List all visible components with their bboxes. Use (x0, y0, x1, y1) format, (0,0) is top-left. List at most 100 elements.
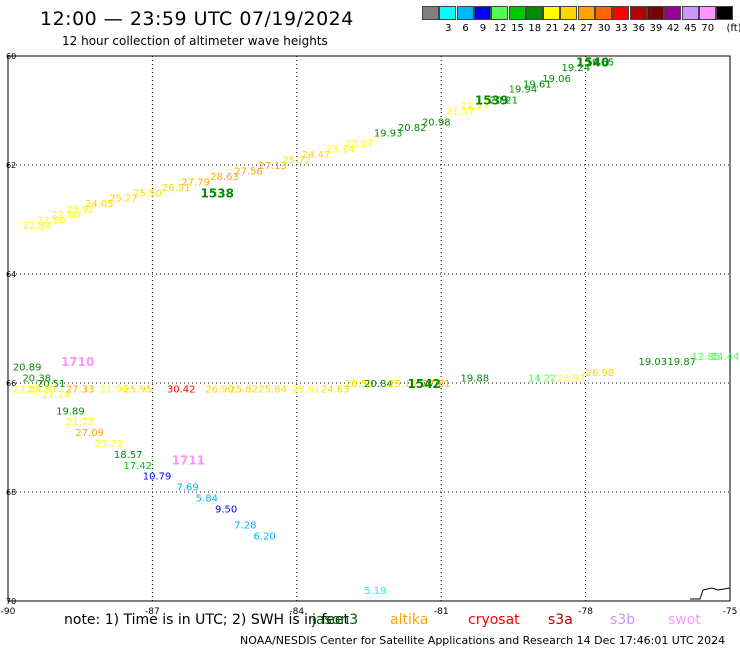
wave-height-value: 23.61 (292, 384, 321, 395)
legend-swatch (543, 6, 561, 20)
wave-height-value: 21.97 (460, 101, 489, 112)
legend-swatch (595, 6, 612, 20)
page-title: 12:00 — 23:59 UTC 07/19/2024 (40, 8, 354, 30)
map-frame (7, 55, 731, 602)
wave-height-value: 19.94 (509, 85, 538, 96)
lat-tick-label: 66 (6, 379, 16, 388)
legend-swatch (612, 6, 630, 20)
wave-height-value: 19.61 (523, 79, 552, 90)
wave-height-value: 27.13 (258, 161, 287, 172)
wave-height-value: 27.09 (75, 428, 104, 439)
wave-height-value: 21.96 (99, 384, 128, 395)
wave-height-value: 21.74 (42, 390, 71, 401)
wave-height-value: 25.50 (133, 188, 162, 199)
wave-height-value: 25.15 (388, 379, 417, 390)
lon-tick-label: -84 (289, 607, 304, 617)
legend-swatch (525, 6, 543, 20)
note-text: note: 1) Time is in UTC; 2) SWH is in fe… (64, 612, 350, 628)
wave-height-value: 23.97 (557, 374, 586, 385)
lat-tick-label: 60 (6, 52, 16, 61)
wave-height-value: 27.79 (181, 177, 210, 188)
wave-height-value: 26.98 (586, 368, 615, 379)
legend-label: 33 (614, 23, 628, 34)
wave-height-value: 24.05 (85, 199, 114, 210)
legend-label: 27 (580, 23, 594, 34)
wave-height-value: 22.84 (22, 221, 51, 232)
lon-tick-label: -81 (434, 607, 449, 617)
pass-labels: 1540 1539 1538 1710 1542 1711 (61, 55, 609, 467)
lon-tick-label: -78 (578, 607, 593, 617)
legend-label: 3 (445, 23, 452, 34)
wave-height-value: 20.51 (37, 379, 66, 390)
wave-height-value: 19.88 (460, 374, 489, 385)
wave-height-value: 25.82 (229, 384, 258, 395)
wave-height-value: 24.47 (302, 150, 331, 161)
wave-height-value: 20.21 (489, 96, 518, 107)
wave-height-value: 20.38 (22, 374, 51, 385)
legend-label: 45 (684, 23, 697, 34)
wave-height-value: 5.84 (196, 493, 218, 504)
footer-credit: NOAA/NESDIS Center for Satellite Applica… (240, 634, 726, 647)
pass-number-label: 1539 (475, 94, 508, 108)
wave-height-value: 6.20 (253, 532, 275, 543)
wave-height-value: 25.27 (109, 194, 138, 205)
pass-number-label: 1710 (61, 355, 94, 369)
wave-height-value: 20.84 (364, 379, 393, 390)
legend-label: 15 (511, 23, 524, 34)
legend-swatch (698, 6, 716, 20)
legend-swatch (508, 6, 526, 20)
wave-height-value: 12.85 (691, 352, 720, 363)
wave-height-value: 7.69 (176, 483, 198, 494)
legend-label: 18 (528, 23, 542, 34)
legend-label: 42 (666, 23, 680, 34)
wave-height-value: 19.55 (586, 57, 615, 68)
wave-height-value: 20.82 (398, 123, 427, 134)
legend-label: 30 (597, 23, 611, 34)
wave-height-value: 27.56 (234, 166, 263, 177)
wave-height-value: 27.33 (66, 384, 95, 395)
wave-height-value: 19.03 (639, 357, 668, 368)
legend-label: 9 (479, 23, 487, 34)
legend-swatch (716, 6, 734, 20)
satellite-label: s3a (548, 612, 573, 628)
legend-swatch (681, 6, 699, 20)
axis-tick-labels: -90 -87 -84 -81 -78 -75 60 62 64 66 68 70 (1, 52, 738, 617)
wave-height-value: 21.77 (66, 417, 95, 428)
legend-label: 24 (563, 23, 576, 34)
legend-label: 21 (545, 23, 559, 34)
wave-height-value: 17.42 (124, 461, 153, 472)
satellite-label: cryosat (468, 612, 520, 628)
lon-tick-label: -87 (145, 607, 160, 617)
wave-height-value: 14.44 (711, 352, 740, 363)
wave-height-value: 26.51 (162, 183, 191, 194)
legend-swatch (456, 6, 474, 20)
legend-swatch (629, 6, 647, 20)
legend-label: 6 (462, 23, 469, 34)
page-subtitle: 12 hour collection of altimeter wave hei… (62, 34, 328, 48)
pass-number-label: 1538 (201, 186, 234, 200)
wave-height-value: 19.89 (56, 406, 85, 417)
legend-swatch (577, 6, 595, 20)
wave-height-value: 23.92 (66, 205, 95, 216)
legend-swatch (646, 6, 664, 20)
satellite-label: altika (390, 612, 429, 628)
wave-height-value: 20.89 (13, 363, 42, 374)
lat-tick-label: 68 (6, 488, 16, 497)
pass-number-label: 1542 (408, 377, 441, 391)
pass-number-label: 1711 (172, 453, 205, 467)
wave-height-value: 26.58 (345, 379, 374, 390)
wave-height-value: 18.57 (114, 450, 143, 461)
legend-swatch (439, 6, 457, 20)
legend-swatch (422, 6, 439, 20)
wave-height-value: 25.72 (282, 156, 311, 167)
wave-height-value: 10.79 (143, 472, 172, 483)
wave-height-value: 27.81 (422, 379, 451, 390)
legend-swatch (664, 6, 682, 20)
wave-height-value: 23.71 (95, 439, 124, 450)
wave-height-value: 21.57 (446, 107, 475, 118)
lat-tick-label: 64 (6, 270, 16, 279)
wave-height-value: 19.06 (542, 74, 571, 85)
wave-height-value: 22.07 (345, 139, 374, 150)
